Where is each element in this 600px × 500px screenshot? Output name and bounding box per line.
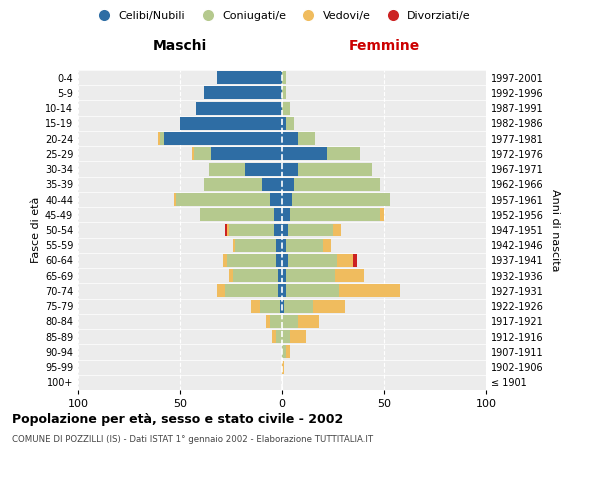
Bar: [229, 224, 274, 236]
Bar: [282, 71, 286, 84]
Bar: [272, 330, 276, 343]
Bar: [260, 300, 280, 312]
Bar: [194, 148, 211, 160]
Bar: [274, 224, 282, 236]
Y-axis label: Anni di nascita: Anni di nascita: [550, 188, 560, 271]
Bar: [337, 254, 353, 267]
Bar: [176, 193, 270, 206]
Bar: [225, 224, 227, 236]
Bar: [270, 315, 282, 328]
Bar: [298, 162, 372, 175]
Bar: [380, 208, 384, 221]
Bar: [164, 132, 282, 145]
Bar: [282, 300, 284, 312]
Bar: [282, 315, 298, 328]
Bar: [313, 300, 345, 312]
Bar: [276, 330, 282, 343]
Bar: [174, 193, 176, 206]
Bar: [266, 315, 270, 328]
Bar: [282, 193, 292, 206]
Bar: [288, 254, 337, 267]
Bar: [245, 162, 282, 175]
Bar: [282, 346, 286, 358]
Bar: [286, 117, 294, 130]
Bar: [282, 148, 327, 160]
Bar: [192, 148, 194, 160]
Bar: [282, 269, 286, 282]
Bar: [282, 162, 298, 175]
Bar: [335, 269, 364, 282]
Bar: [327, 148, 359, 160]
Bar: [217, 71, 282, 84]
Bar: [223, 254, 227, 267]
Bar: [200, 208, 274, 221]
Bar: [158, 132, 160, 145]
Bar: [160, 132, 164, 145]
Bar: [282, 330, 290, 343]
Bar: [180, 117, 282, 130]
Bar: [288, 224, 333, 236]
Bar: [282, 86, 286, 100]
Bar: [282, 132, 298, 145]
Bar: [282, 360, 284, 374]
Bar: [282, 117, 286, 130]
Bar: [298, 315, 319, 328]
Bar: [217, 284, 225, 298]
Bar: [282, 208, 290, 221]
Bar: [353, 254, 358, 267]
Bar: [286, 346, 290, 358]
Bar: [284, 300, 313, 312]
Bar: [294, 178, 380, 191]
Bar: [290, 330, 307, 343]
Bar: [196, 102, 282, 114]
Bar: [290, 208, 380, 221]
Bar: [274, 208, 282, 221]
Bar: [282, 239, 286, 252]
Bar: [292, 193, 390, 206]
Bar: [227, 224, 229, 236]
Bar: [229, 269, 233, 282]
Bar: [276, 239, 282, 252]
Bar: [278, 269, 282, 282]
Bar: [282, 254, 288, 267]
Bar: [233, 269, 278, 282]
Bar: [262, 178, 282, 191]
Bar: [270, 193, 282, 206]
Bar: [235, 239, 276, 252]
Bar: [205, 86, 282, 100]
Text: Popolazione per età, sesso e stato civile - 2002: Popolazione per età, sesso e stato civil…: [12, 412, 343, 426]
Bar: [211, 148, 282, 160]
Bar: [298, 132, 314, 145]
Bar: [282, 178, 294, 191]
Bar: [205, 178, 262, 191]
Bar: [282, 102, 290, 114]
Bar: [333, 224, 341, 236]
Bar: [227, 254, 276, 267]
Bar: [278, 284, 282, 298]
Text: COMUNE DI POZZILLI (IS) - Dati ISTAT 1° gennaio 2002 - Elaborazione TUTTITALIA.I: COMUNE DI POZZILLI (IS) - Dati ISTAT 1° …: [12, 435, 373, 444]
Y-axis label: Fasce di età: Fasce di età: [31, 197, 41, 263]
Bar: [286, 239, 323, 252]
Bar: [280, 300, 282, 312]
Text: Femmine: Femmine: [349, 38, 419, 52]
Bar: [209, 162, 245, 175]
Bar: [282, 224, 288, 236]
Bar: [276, 254, 282, 267]
Bar: [323, 239, 331, 252]
Bar: [225, 284, 278, 298]
Bar: [339, 284, 400, 298]
Bar: [251, 300, 260, 312]
Bar: [286, 269, 335, 282]
Bar: [282, 284, 286, 298]
Text: Maschi: Maschi: [153, 38, 207, 52]
Bar: [286, 284, 339, 298]
Bar: [233, 239, 235, 252]
Legend: Celibi/Nubili, Coniugati/e, Vedovi/e, Divorziati/e: Celibi/Nubili, Coniugati/e, Vedovi/e, Di…: [89, 6, 475, 26]
